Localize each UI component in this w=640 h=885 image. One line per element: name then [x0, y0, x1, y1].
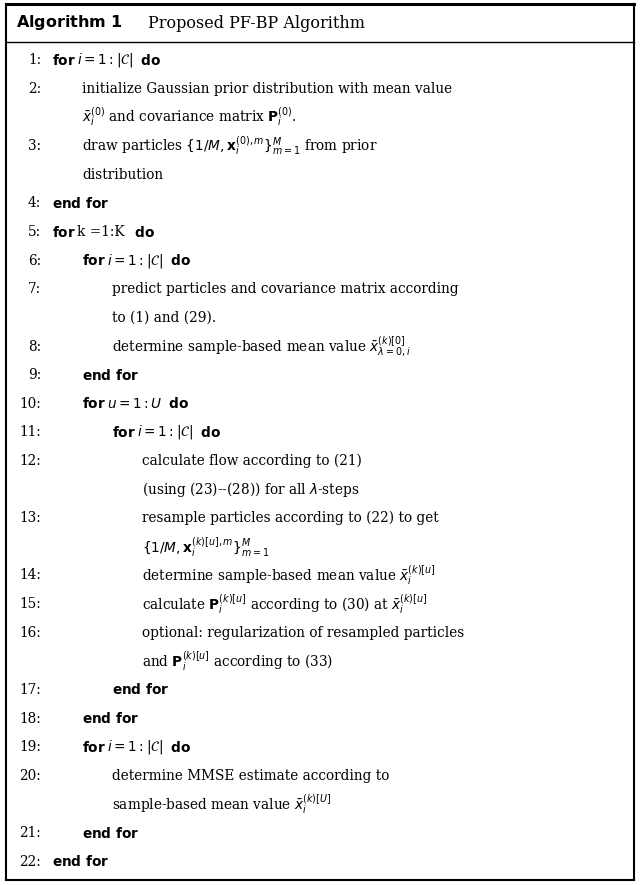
Text: $\bar{x}_i^{(0)}$ and covariance matrix $\mathbf{P}_i^{(0)}$.: $\bar{x}_i^{(0)}$ and covariance matrix … [82, 106, 297, 129]
Text: 11:: 11: [19, 426, 41, 439]
Text: $\mathbf{for\ }$: $\mathbf{for\ }$ [82, 740, 106, 755]
Text: $\mathbf{\ do}$: $\mathbf{\ do}$ [164, 396, 189, 412]
Text: $\mathbf{\ do}$: $\mathbf{\ do}$ [166, 253, 191, 268]
Text: determine MMSE estimate according to: determine MMSE estimate according to [112, 769, 389, 783]
Text: $\mathbf{end\ for}$: $\mathbf{end\ for}$ [82, 711, 139, 726]
Text: 8:: 8: [28, 340, 41, 353]
Text: $\mathbf{end\ for}$: $\mathbf{end\ for}$ [82, 826, 139, 841]
Text: draw particles $\{1/M, \mathbf{x}_i^{(0),m}\}_{m=1}^{M}$ from prior: draw particles $\{1/M, \mathbf{x}_i^{(0)… [82, 135, 378, 158]
Text: determine sample-based mean value $\bar{x}_{\lambda=0,i}^{(k)[0]}$: determine sample-based mean value $\bar{… [112, 335, 411, 358]
Text: $\mathbf{\ do}$: $\mathbf{\ do}$ [166, 740, 191, 755]
Text: 3:: 3: [28, 139, 41, 153]
Text: 1:: 1: [28, 53, 41, 67]
Text: $\mathbf{\ do}$: $\mathbf{\ do}$ [196, 425, 221, 440]
Text: 18:: 18: [19, 712, 41, 726]
Text: 14:: 14: [19, 568, 41, 582]
Text: $\{1/M, \mathbf{x}_i^{(k)[u],m}\}_{m=1}^{M}$: $\{1/M, \mathbf{x}_i^{(k)[u],m}\}_{m=1}^… [142, 535, 269, 558]
Text: $\mathbf{\ do}$: $\mathbf{\ do}$ [130, 225, 155, 240]
Text: calculate $\mathbf{P}_i^{(k)[u]}$ according to (30) at $\bar{x}_i^{(k)[u]}$: calculate $\mathbf{P}_i^{(k)[u]}$ accord… [142, 592, 428, 616]
Text: $\mathbf{for\ }$: $\mathbf{for\ }$ [52, 53, 76, 68]
Text: distribution: distribution [82, 168, 163, 181]
Text: $\mathbf{end\ for}$: $\mathbf{end\ for}$ [52, 196, 109, 211]
Text: Proposed PF-BP Algorithm: Proposed PF-BP Algorithm [148, 14, 365, 32]
Text: calculate flow according to (21): calculate flow according to (21) [142, 454, 362, 468]
Text: $\mathbf{\ do}$: $\mathbf{\ do}$ [136, 53, 161, 68]
Text: $i = 1 : |\mathcal{C}|$: $i = 1 : |\mathcal{C}|$ [77, 51, 135, 69]
Text: $\mathbf{Algorithm\ 1}$: $\mathbf{Algorithm\ 1}$ [16, 13, 123, 33]
Text: to (1) and (29).: to (1) and (29). [112, 311, 216, 325]
Text: 10:: 10: [19, 396, 41, 411]
Text: predict particles and covariance matrix according: predict particles and covariance matrix … [112, 282, 459, 296]
Text: 7:: 7: [28, 282, 41, 296]
Text: 22:: 22: [19, 855, 41, 869]
Text: $\mathbf{for\ }$: $\mathbf{for\ }$ [82, 396, 106, 412]
Text: $\mathbf{end\ for}$: $\mathbf{end\ for}$ [82, 367, 139, 382]
Text: 19:: 19: [19, 740, 41, 754]
Text: 15:: 15: [19, 597, 41, 612]
Text: $\mathbf{for\ }$: $\mathbf{for\ }$ [112, 425, 136, 440]
Text: 9:: 9: [28, 368, 41, 382]
Text: $i = 1 : |\mathcal{C}|$: $i = 1 : |\mathcal{C}|$ [107, 251, 165, 270]
Text: $\mathbf{for\ }$: $\mathbf{for\ }$ [52, 225, 76, 240]
Text: 13:: 13: [19, 512, 41, 525]
Text: $i = 1 : |\mathcal{C}|$: $i = 1 : |\mathcal{C}|$ [137, 423, 195, 442]
Text: $\mathbf{end\ for}$: $\mathbf{end\ for}$ [52, 854, 109, 869]
Text: $\mathbf{end\ for}$: $\mathbf{end\ for}$ [112, 682, 169, 697]
Text: 21:: 21: [19, 826, 41, 840]
Text: 20:: 20: [19, 769, 41, 783]
Text: sample-based mean value $\bar{x}_i^{(k)[U]}$: sample-based mean value $\bar{x}_i^{(k)[… [112, 793, 331, 816]
Text: 16:: 16: [19, 626, 41, 640]
Text: $\mathbf{for\ }$: $\mathbf{for\ }$ [82, 253, 106, 268]
Text: (using (23)--(28)) for all $\lambda$-steps: (using (23)--(28)) for all $\lambda$-ste… [142, 481, 360, 499]
Text: k =1:K: k =1:K [77, 225, 129, 239]
Text: determine sample-based mean value $\bar{x}_i^{(k)[u]}$: determine sample-based mean value $\bar{… [142, 564, 435, 588]
Text: $i = 1 : |\mathcal{C}|$: $i = 1 : |\mathcal{C}|$ [107, 738, 165, 756]
Text: and $\mathbf{P}_i^{(k)[u]}$ according to (33): and $\mathbf{P}_i^{(k)[u]}$ according to… [142, 650, 333, 673]
Text: initialize Gaussian prior distribution with mean value: initialize Gaussian prior distribution w… [82, 82, 452, 96]
Text: 17:: 17: [19, 683, 41, 697]
Text: resample particles according to (22) to get: resample particles according to (22) to … [142, 511, 439, 526]
Text: optional: regularization of resampled particles: optional: regularization of resampled pa… [142, 626, 464, 640]
Text: $u = 1 : U$: $u = 1 : U$ [107, 396, 163, 411]
Text: 5:: 5: [28, 225, 41, 239]
Text: 12:: 12: [19, 454, 41, 468]
Text: 6:: 6: [28, 254, 41, 267]
Text: 2:: 2: [28, 82, 41, 96]
Text: 4:: 4: [28, 196, 41, 211]
